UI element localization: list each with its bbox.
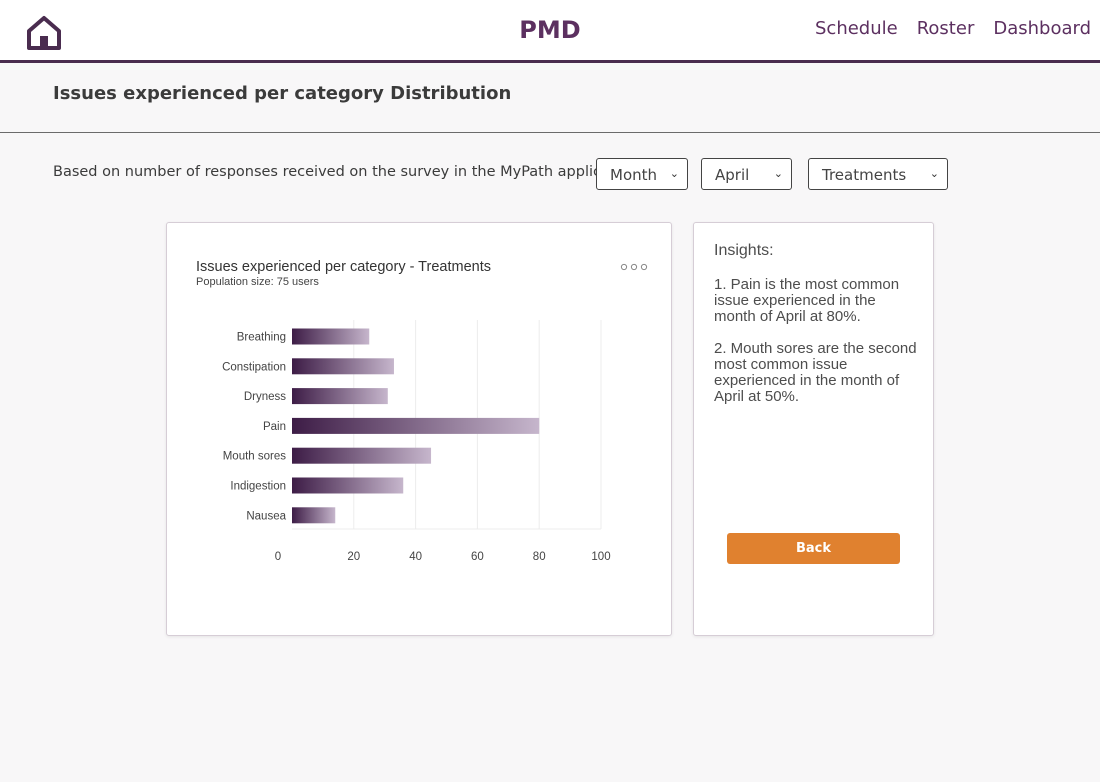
bar xyxy=(292,388,388,405)
page-title: Issues experienced per category Distribu… xyxy=(53,83,512,104)
chevron-down-icon: ⌄ xyxy=(773,167,783,180)
insights-title: Insights: xyxy=(714,242,774,259)
more-options-icon[interactable] xyxy=(619,261,649,273)
insight-item: 1. Pain is the most common issue experie… xyxy=(714,276,900,325)
nav-schedule[interactable]: Schedule xyxy=(815,18,898,39)
category-label: Mouth sores xyxy=(223,451,287,463)
period-select[interactable]: Month ⌄ xyxy=(596,158,688,190)
nav-dashboard[interactable]: Dashboard xyxy=(993,18,1091,39)
category-select[interactable]: Treatments ⌄ xyxy=(808,158,948,190)
category-label: Constipation xyxy=(222,361,286,373)
x-tick-label: 20 xyxy=(347,551,360,563)
nav-roster[interactable]: Roster xyxy=(916,18,975,39)
chart-subtitle: Population size: 75 users xyxy=(196,276,319,288)
bar-chart: Breathing Constipation Dryness Pain Mouth so… xyxy=(222,320,611,563)
insights-card: Insights: 1. Pain is the most common iss… xyxy=(693,222,934,636)
month-select-value: April xyxy=(715,166,750,184)
home-icon[interactable] xyxy=(26,15,62,51)
bar xyxy=(292,507,336,524)
insight-item: 2. Mouth sores are the second most commo… xyxy=(714,340,917,405)
page-header: Issues experienced per category Distribu… xyxy=(0,63,1100,133)
x-tick-label: 0 xyxy=(275,551,281,563)
main-content: Based on number of responses received on… xyxy=(0,133,1100,782)
bar xyxy=(292,477,404,494)
chevron-down-icon: ⌄ xyxy=(929,167,939,180)
bar xyxy=(292,447,432,464)
category-label: Breathing xyxy=(237,332,286,344)
chevron-down-icon: ⌄ xyxy=(669,167,679,180)
category-label: Pain xyxy=(263,421,286,433)
bar xyxy=(292,417,540,434)
category-select-value: Treatments xyxy=(822,166,907,184)
month-select[interactable]: April ⌄ xyxy=(701,158,792,190)
x-tick-label: 60 xyxy=(471,551,484,563)
top-nav: Schedule Roster Dashboard xyxy=(815,18,1091,39)
x-tick-label: 100 xyxy=(591,551,610,563)
chart-card: Breathing Constipation Dryness Pain Mouth so… xyxy=(166,222,672,636)
chart-title: Issues experienced per category - Treatm… xyxy=(196,259,491,275)
filter-row: Based on number of responses received on… xyxy=(53,158,1100,190)
x-tick-label: 80 xyxy=(533,551,546,563)
bar xyxy=(292,358,394,375)
back-button[interactable]: Back xyxy=(727,533,900,564)
filter-description: Based on number of responses received on… xyxy=(53,164,667,180)
category-label: Indigestion xyxy=(230,481,286,493)
category-label: Dryness xyxy=(244,391,286,403)
period-select-value: Month xyxy=(610,166,658,184)
app-header: PMD Schedule Roster Dashboard xyxy=(0,0,1100,63)
x-tick-label: 40 xyxy=(409,551,422,563)
category-label: Nausea xyxy=(246,510,286,522)
bar xyxy=(292,328,370,345)
